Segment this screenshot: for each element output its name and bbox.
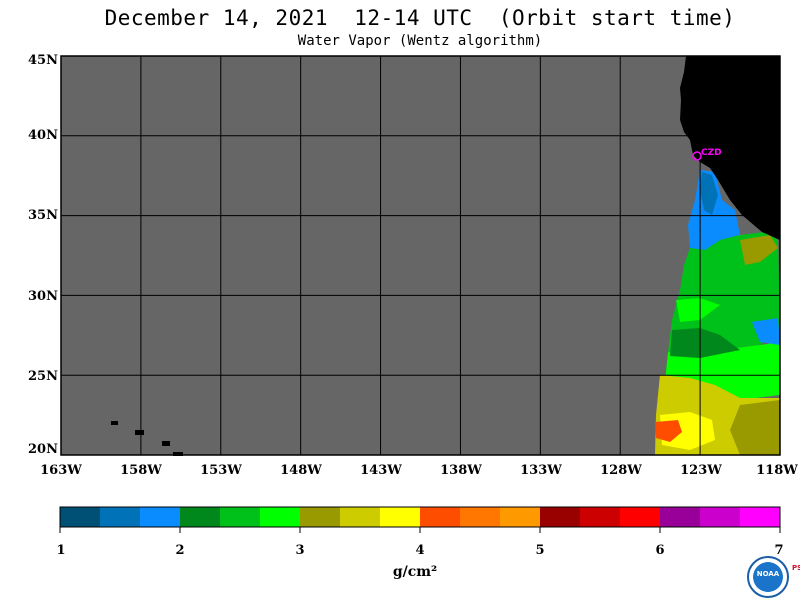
vapor-region-olive-south bbox=[730, 400, 780, 455]
lon-label-153w: 153W bbox=[200, 463, 242, 478]
lon-label-158w: 158W bbox=[120, 463, 162, 478]
vapor-region-blue-patch bbox=[752, 318, 780, 345]
colorbar-swatch bbox=[460, 507, 501, 527]
vapor-region-olive bbox=[740, 235, 778, 265]
colorbar-tick-6: 6 bbox=[655, 543, 665, 558]
colorbar-swatch bbox=[100, 507, 141, 527]
lat-label-40n: 40N bbox=[28, 128, 58, 143]
map-subtitle: Water Vapor (Wentz algorithm) bbox=[297, 33, 543, 49]
graticule bbox=[61, 56, 780, 455]
colorbar-tick-3: 3 bbox=[295, 543, 305, 558]
colorbar-swatch bbox=[340, 507, 381, 527]
colorbar-swatch bbox=[620, 507, 661, 527]
noaa-logo-text: NOAA bbox=[756, 570, 780, 578]
lon-label-128w: 128W bbox=[600, 463, 642, 478]
colorbar-swatch bbox=[380, 507, 421, 527]
colorbar-tick-7: 7 bbox=[774, 543, 784, 558]
hawaii-islands bbox=[111, 421, 183, 456]
map-title: December 14, 2021 12-14 UTC (Orbit start… bbox=[104, 6, 736, 30]
colorbar-unit-label: g/cm² bbox=[392, 564, 438, 580]
lon-label-123w: 123W bbox=[680, 463, 722, 478]
water-vapor-swath bbox=[655, 170, 780, 455]
colorbar-swatch bbox=[260, 507, 301, 527]
psl-text: PSL bbox=[792, 564, 800, 572]
noaa-logo: NOAA bbox=[747, 556, 789, 598]
colorbar-swatch bbox=[700, 507, 741, 527]
vapor-region-dark-blue bbox=[700, 172, 718, 215]
psl-logo-text: PSL bbox=[792, 564, 800, 572]
station-marker bbox=[692, 151, 702, 161]
vapor-region-dark-green bbox=[670, 328, 740, 358]
colorbar-swatch bbox=[60, 507, 101, 527]
lon-label-148w: 148W bbox=[280, 463, 322, 478]
island-kauai bbox=[111, 421, 118, 425]
colorbar-swatch bbox=[740, 507, 781, 527]
colorbar-tick-5: 5 bbox=[535, 543, 545, 558]
lon-label-133w: 133W bbox=[520, 463, 562, 478]
lat-label-45n: 45N bbox=[28, 53, 58, 68]
land-north-america bbox=[680, 56, 780, 240]
vapor-region-orange bbox=[655, 420, 682, 442]
island-oahu bbox=[135, 430, 144, 435]
lat-label-35n: 35N bbox=[28, 208, 58, 223]
colorbar-swatch bbox=[180, 507, 221, 527]
colorbar-tick-2: 2 bbox=[175, 543, 185, 558]
colorbar-swatch bbox=[300, 507, 341, 527]
vapor-region-bright-green bbox=[676, 298, 720, 322]
colorbar-tick-1: 1 bbox=[56, 543, 66, 558]
colorbar-swatch bbox=[140, 507, 181, 527]
island-big-island bbox=[173, 452, 183, 456]
lon-label-163w: 163W bbox=[40, 463, 82, 478]
colorbar-swatch bbox=[500, 507, 541, 527]
lon-label-143w: 143W bbox=[360, 463, 402, 478]
colorbar-swatch bbox=[580, 507, 621, 527]
lat-label-25n: 25N bbox=[28, 369, 58, 384]
colorbar bbox=[59, 506, 781, 533]
island-maui bbox=[162, 441, 170, 446]
colorbar-swatch bbox=[660, 507, 701, 527]
lat-label-30n: 30N bbox=[28, 289, 58, 304]
lon-label-118w: 118W bbox=[756, 463, 798, 478]
colorbar-swatch bbox=[540, 507, 581, 527]
colorbar-swatch bbox=[420, 507, 461, 527]
station-label: CZD bbox=[701, 148, 722, 158]
map-frame bbox=[60, 55, 781, 456]
lon-label-138w: 138W bbox=[440, 463, 482, 478]
colorbar-tick-4: 4 bbox=[415, 543, 425, 558]
colorbar-swatch bbox=[220, 507, 261, 527]
lat-label-20n: 20N bbox=[28, 442, 58, 457]
